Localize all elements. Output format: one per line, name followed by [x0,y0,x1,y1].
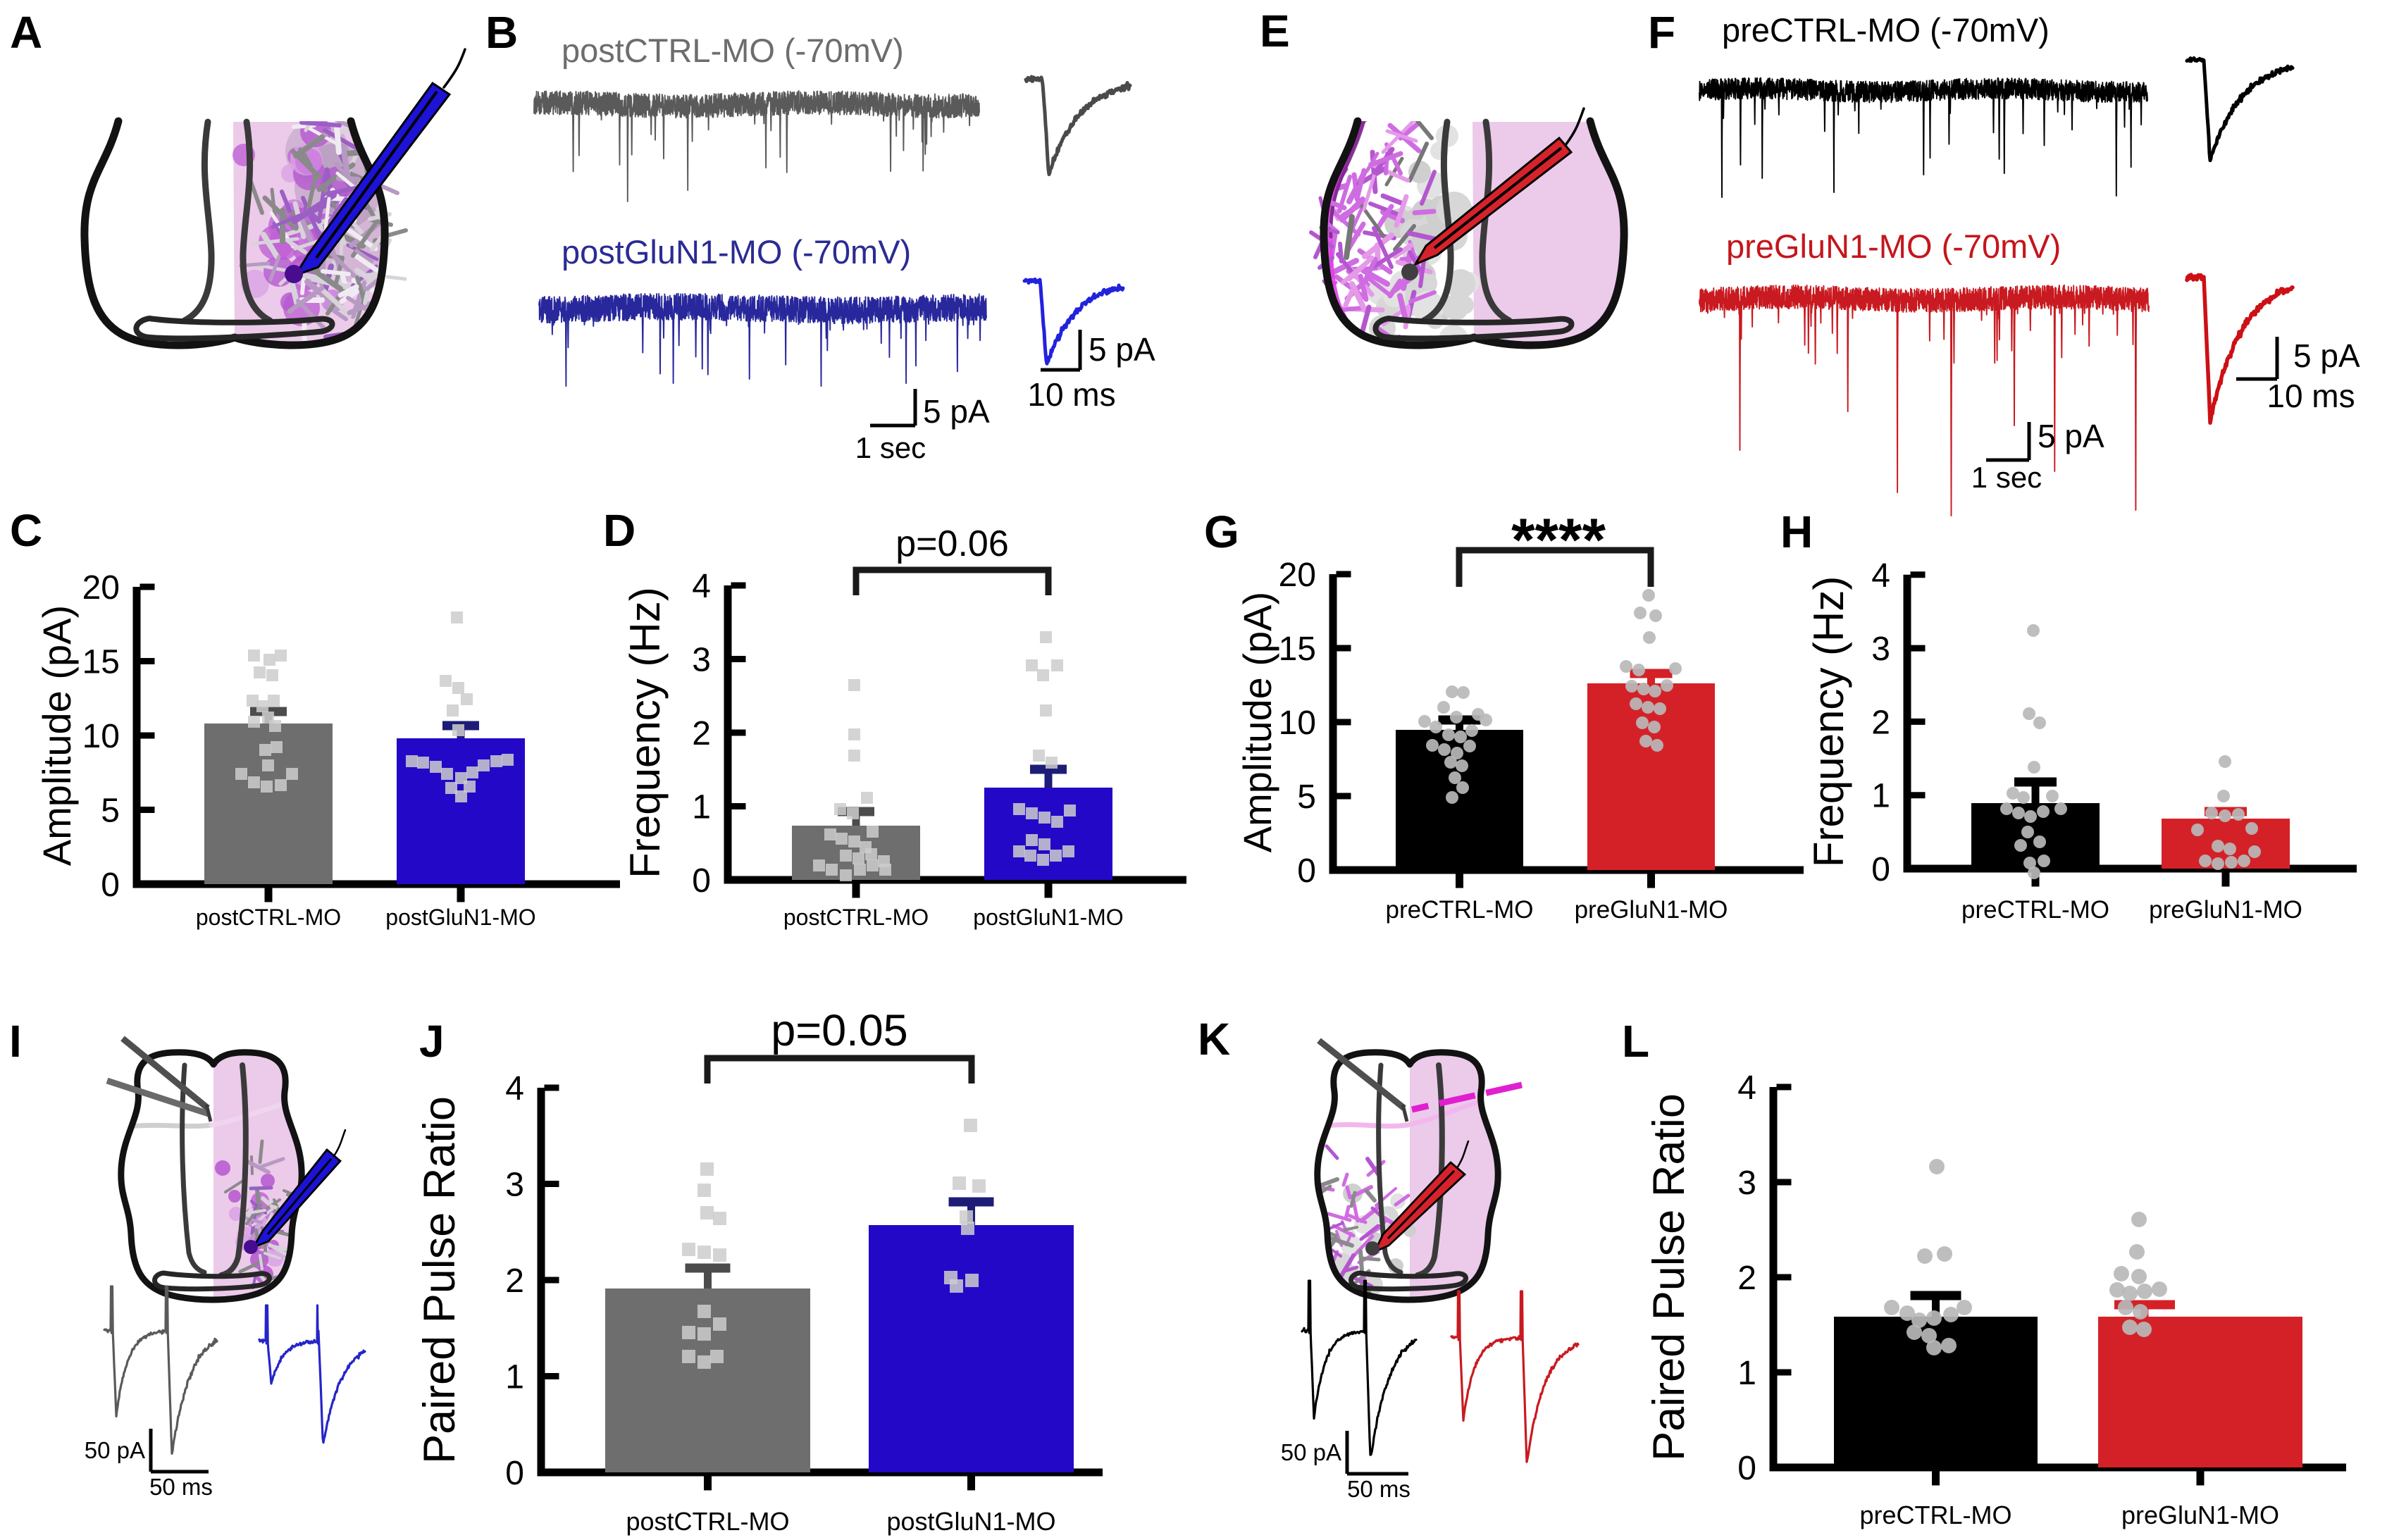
svg-text:3: 3 [692,642,711,679]
svg-text:preCTRL-MO: preCTRL-MO [1859,1501,2011,1529]
svg-text:15: 15 [82,644,120,681]
svg-text:C: C [10,505,42,556]
svg-text:4: 4 [692,568,711,605]
svg-text:10 ms: 10 ms [2267,378,2355,414]
svg-text:3: 3 [1871,631,1890,668]
svg-text:0: 0 [692,862,711,900]
svg-text:Amplitude (pA): Amplitude (pA) [35,605,79,866]
svg-text:I: I [9,1016,22,1067]
svg-text:0: 0 [505,1455,524,1492]
svg-text:50 pA: 50 pA [85,1437,145,1463]
svg-text:A: A [10,7,42,58]
svg-text:4: 4 [1737,1069,1756,1107]
svg-text:H: H [1780,507,1813,557]
svg-text:20: 20 [1279,557,1316,594]
svg-text:3: 3 [505,1167,524,1204]
svg-text:Amplitude (pA): Amplitude (pA) [1235,592,1279,852]
svg-text:postCTRL-MO: postCTRL-MO [626,1507,789,1536]
svg-text:p=0.06: p=0.06 [895,523,1009,564]
svg-text:5: 5 [101,793,120,830]
svg-text:0: 0 [1297,852,1316,890]
svg-text:1: 1 [1871,778,1890,815]
svg-text:preCTRL-MO: preCTRL-MO [1961,896,2109,924]
svg-text:postGluN1-MO: postGluN1-MO [886,1507,1055,1536]
svg-text:1 sec: 1 sec [1971,461,2042,494]
svg-text:10: 10 [1279,704,1316,742]
svg-text:postGluN1-MO: postGluN1-MO [973,905,1123,930]
svg-text:10 ms: 10 ms [1027,376,1115,413]
svg-text:10: 10 [82,718,120,755]
svg-text:preGluN1-MO: preGluN1-MO [2121,1501,2279,1529]
svg-text:D: D [603,505,636,556]
svg-text:Frequency (Hz): Frequency (Hz) [1805,576,1852,867]
svg-text:0: 0 [101,867,120,904]
svg-text:postGluN1-MO (-70mV): postGluN1-MO (-70mV) [562,233,911,271]
svg-text:p=0.05: p=0.05 [771,1006,907,1055]
svg-text:1: 1 [692,789,711,826]
svg-text:50 pA: 50 pA [1281,1439,1341,1465]
svg-text:2: 2 [505,1262,524,1300]
svg-text:0: 0 [1737,1450,1756,1487]
svg-text:postCTRL-MO: postCTRL-MO [196,905,341,930]
svg-text:B: B [485,7,518,58]
svg-text:preCTRL-MO (-70mV): preCTRL-MO (-70mV) [1722,11,2050,49]
svg-text:Paired Pulse Ratio: Paired Pulse Ratio [1644,1093,1694,1461]
svg-text:preGluN1-MO: preGluN1-MO [2149,896,2302,924]
svg-text:15: 15 [1279,631,1316,668]
svg-text:1 sec: 1 sec [855,431,926,464]
svg-text:E: E [1260,6,1290,56]
svg-text:J: J [419,1016,445,1067]
svg-text:0: 0 [1871,851,1890,888]
svg-text:2: 2 [1871,704,1890,741]
svg-text:50 ms: 50 ms [1347,1476,1410,1502]
svg-text:1: 1 [1737,1355,1756,1392]
svg-text:20: 20 [82,569,120,607]
svg-text:postCTRL-MO: postCTRL-MO [783,905,929,930]
svg-text:L: L [1622,1016,1649,1067]
svg-text:50 ms: 50 ms [149,1474,213,1500]
svg-text:G: G [1204,507,1239,557]
svg-text:3: 3 [1737,1165,1756,1202]
svg-text:5: 5 [1297,778,1316,816]
svg-text:2: 2 [692,715,711,752]
svg-text:5 pA: 5 pA [2038,418,2104,454]
svg-text:5 pA: 5 pA [2293,337,2360,374]
svg-text:postGluN1-MO: postGluN1-MO [385,905,535,930]
svg-text:Frequency (Hz): Frequency (Hz) [621,587,669,878]
svg-text:K: K [1198,1014,1230,1064]
svg-text:4: 4 [505,1070,524,1107]
svg-text:preGluN1-MO (-70mV): preGluN1-MO (-70mV) [1726,228,2061,265]
svg-text:5 pA: 5 pA [1089,331,1155,368]
svg-text:4: 4 [1871,557,1890,595]
svg-text:5 pA: 5 pA [923,393,990,430]
svg-text:Paired Pulse Ratio: Paired Pulse Ratio [415,1096,464,1464]
svg-text:****: **** [1511,507,1606,574]
svg-text:preCTRL-MO: preCTRL-MO [1385,896,1533,924]
svg-text:preGluN1-MO: preGluN1-MO [1575,896,1728,924]
svg-text:F: F [1648,7,1675,58]
svg-text:2: 2 [1737,1260,1756,1297]
svg-text:1: 1 [505,1359,524,1396]
svg-text:postCTRL-MO (-70mV): postCTRL-MO (-70mV) [562,32,904,69]
